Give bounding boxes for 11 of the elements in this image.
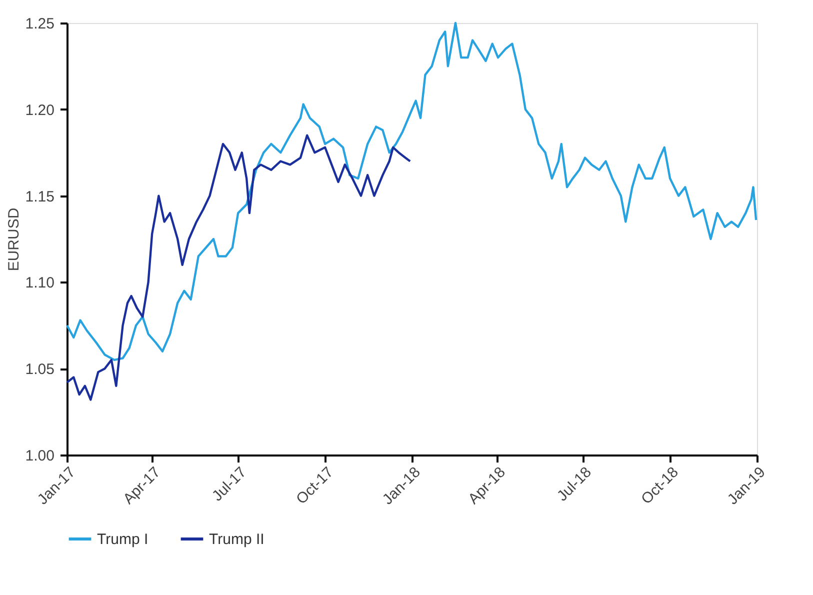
y-tick-label: 1.00 <box>25 448 54 464</box>
y-tick-label: 1.25 <box>25 16 54 32</box>
y-tick-label: 1.20 <box>25 102 54 119</box>
y-tick-label: 1.15 <box>25 188 54 206</box>
legend-label: Trump II <box>209 531 264 548</box>
line-series <box>66 134 412 401</box>
y-tick-label: 1.10 <box>25 274 54 292</box>
y-tick-label: 1.05 <box>25 361 54 378</box>
line-series <box>66 22 758 362</box>
legend-label: Trump I <box>97 531 148 548</box>
y-axis-title: EURUSD <box>5 208 22 272</box>
